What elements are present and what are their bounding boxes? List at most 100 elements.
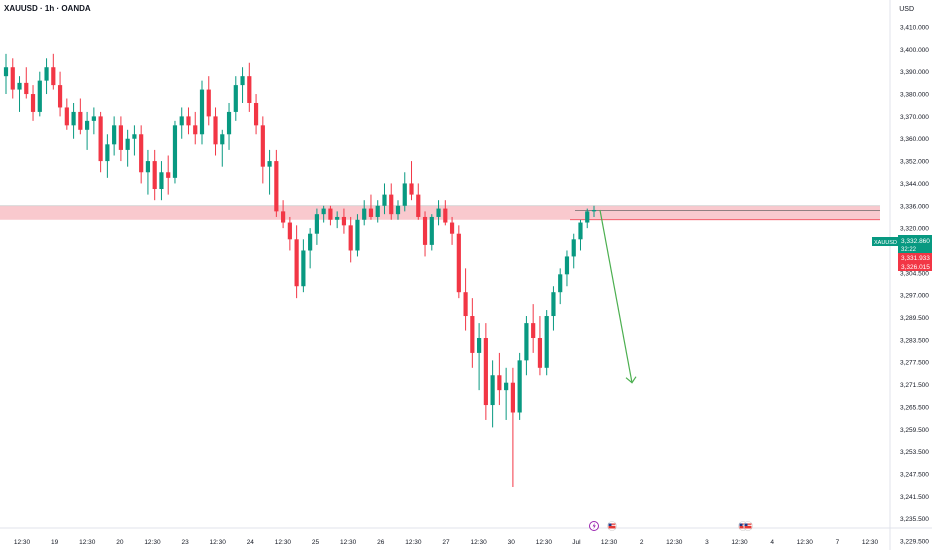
candle-body[interactable]: [348, 225, 353, 251]
candle-body[interactable]: [551, 292, 556, 317]
candle-body[interactable]: [78, 111, 83, 130]
candle-body[interactable]: [416, 194, 421, 217]
candle-body[interactable]: [524, 323, 529, 361]
candle-body[interactable]: [362, 208, 367, 220]
x-tick-label: 23: [181, 539, 189, 546]
candle-body[interactable]: [308, 233, 313, 251]
candle-body[interactable]: [382, 194, 387, 206]
us-flag-icon-canton: [608, 523, 612, 526]
candle-body[interactable]: [220, 134, 225, 145]
candle-body[interactable]: [37, 80, 42, 112]
candle-body[interactable]: [449, 222, 455, 234]
candle-body[interactable]: [260, 125, 265, 167]
candle-body[interactable]: [477, 338, 482, 353]
candle-body[interactable]: [193, 125, 198, 135]
candle-body[interactable]: [105, 144, 110, 162]
candle-body[interactable]: [64, 107, 69, 126]
us-flag-icon-stripe: [608, 524, 616, 526]
candle-body[interactable]: [585, 211, 590, 223]
candle-body[interactable]: [456, 233, 461, 293]
candle-body[interactable]: [510, 382, 515, 413]
candle-body[interactable]: [436, 208, 441, 217]
candle-body[interactable]: [422, 216, 428, 245]
candle-body[interactable]: [166, 172, 171, 178]
candle-body[interactable]: [125, 138, 130, 150]
candle-body[interactable]: [395, 205, 401, 215]
candle-body[interactable]: [558, 274, 563, 293]
candle-body[interactable]: [139, 134, 144, 173]
candle-body[interactable]: [172, 125, 178, 178]
candle-body[interactable]: [30, 94, 36, 112]
us-flag-icon-canton: [739, 523, 743, 526]
candle-body[interactable]: [294, 239, 299, 287]
candle-body[interactable]: [544, 316, 549, 368]
candle-body[interactable]: [389, 194, 394, 215]
x-tick-label: 7: [836, 539, 840, 546]
candle-body[interactable]: [287, 222, 292, 240]
candle-body[interactable]: [247, 76, 252, 103]
candle-body[interactable]: [321, 208, 326, 215]
candle-body[interactable]: [253, 102, 259, 126]
candle-body[interactable]: [24, 82, 29, 95]
candle-body[interactable]: [537, 338, 543, 368]
candle-body[interactable]: [564, 256, 570, 275]
candle-body[interactable]: [213, 116, 218, 145]
candle-body[interactable]: [578, 222, 583, 240]
candle-body[interactable]: [571, 239, 576, 257]
candle-body[interactable]: [112, 125, 117, 145]
y-tick-label: 3,297.000: [900, 293, 929, 300]
candle-body[interactable]: [44, 67, 49, 81]
candle-body[interactable]: [10, 67, 15, 90]
candle-body[interactable]: [341, 216, 347, 226]
candle-body[interactable]: [375, 205, 380, 217]
candle-body[interactable]: [402, 183, 407, 206]
candle-body[interactable]: [199, 89, 205, 135]
candle-body[interactable]: [57, 85, 63, 108]
candle-body[interactable]: [206, 89, 211, 117]
candle-body[interactable]: [335, 216, 340, 220]
candle-body[interactable]: [443, 208, 448, 223]
candle-body[interactable]: [17, 82, 22, 90]
candle-body[interactable]: [98, 116, 103, 162]
candle-body[interactable]: [51, 67, 56, 86]
candle-body[interactable]: [368, 208, 374, 217]
candle-body[interactable]: [355, 219, 360, 251]
candle-body[interactable]: [591, 209, 597, 212]
us-flag-icon-stripes: [744, 523, 752, 529]
candle-body[interactable]: [463, 292, 468, 317]
candle-body[interactable]: [267, 161, 272, 167]
candle-body[interactable]: [152, 161, 157, 190]
candle-body[interactable]: [91, 116, 96, 121]
candle-body[interactable]: [240, 76, 245, 86]
candle-body[interactable]: [497, 375, 502, 391]
candle-body[interactable]: [3, 67, 9, 77]
candle-body[interactable]: [531, 323, 536, 339]
candle-body[interactable]: [328, 208, 333, 220]
candle-body[interactable]: [233, 85, 238, 112]
candle-body[interactable]: [118, 125, 123, 150]
candle-body[interactable]: [132, 134, 137, 139]
projection-arrow-line[interactable]: [599, 209, 633, 383]
candle-body[interactable]: [145, 161, 151, 173]
candle-body[interactable]: [490, 375, 495, 406]
candle-body[interactable]: [517, 360, 522, 413]
candle-body[interactable]: [274, 161, 279, 212]
x-tick-label: 25: [312, 539, 320, 546]
candle-body[interactable]: [71, 111, 76, 126]
candle-body[interactable]: [186, 116, 191, 126]
candle-body[interactable]: [483, 338, 488, 406]
candle-body[interactable]: [159, 172, 164, 190]
y-tick-label: 3,304.500: [900, 270, 929, 277]
candle-body[interactable]: [226, 111, 232, 135]
candle-body[interactable]: [179, 116, 184, 126]
candle-body[interactable]: [85, 120, 90, 130]
candle-body[interactable]: [314, 214, 319, 234]
candle-body[interactable]: [409, 183, 414, 195]
candle-body[interactable]: [504, 382, 509, 391]
candle-body[interactable]: [301, 250, 306, 287]
candle-body[interactable]: [281, 211, 286, 223]
candle-body[interactable]: [429, 216, 434, 245]
candle-body[interactable]: [470, 316, 475, 353]
